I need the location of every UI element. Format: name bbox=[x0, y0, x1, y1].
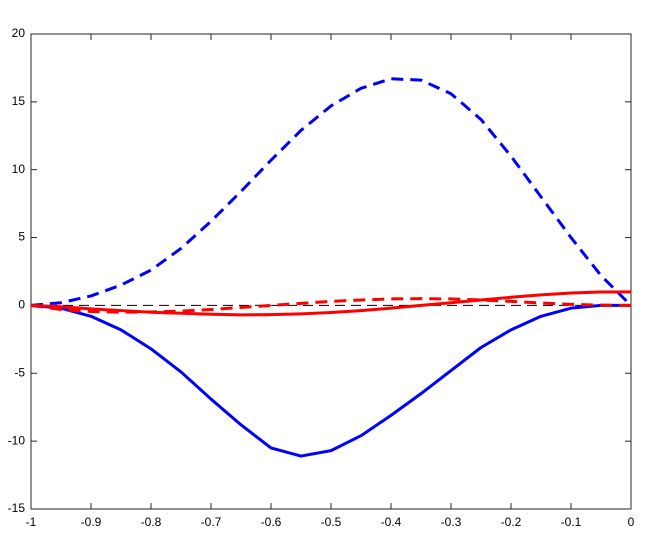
x-tick-label: -0.1 bbox=[561, 515, 582, 529]
line-series bbox=[30, 303, 631, 458]
y-tick-label: -5 bbox=[14, 365, 25, 379]
y-tick-label: -15 bbox=[8, 501, 26, 515]
x-tick-label: 0 bbox=[628, 515, 635, 529]
x-tick-label: -0.9 bbox=[81, 515, 102, 529]
y-tick-label: 15 bbox=[12, 94, 26, 108]
x-tick-label: -0.7 bbox=[201, 515, 222, 529]
line-series bbox=[30, 77, 633, 307]
line-series bbox=[30, 290, 632, 317]
x-tick-label: -0.4 bbox=[381, 515, 402, 529]
x-tick-label: -0.5 bbox=[321, 515, 342, 529]
y-tick-label: 20 bbox=[12, 26, 26, 40]
x-tick-label: -0.2 bbox=[501, 515, 522, 529]
y-tick-label: -10 bbox=[8, 433, 26, 447]
y-tick-label: 0 bbox=[18, 298, 25, 312]
x-tick-label: -0.3 bbox=[441, 515, 462, 529]
x-tick-label: -0.8 bbox=[141, 515, 162, 529]
x-tick-label: -0.6 bbox=[261, 515, 282, 529]
y-tick-label: 5 bbox=[18, 230, 25, 244]
y-tick-label: 10 bbox=[12, 162, 26, 176]
x-tick-label: -1 bbox=[26, 515, 37, 529]
